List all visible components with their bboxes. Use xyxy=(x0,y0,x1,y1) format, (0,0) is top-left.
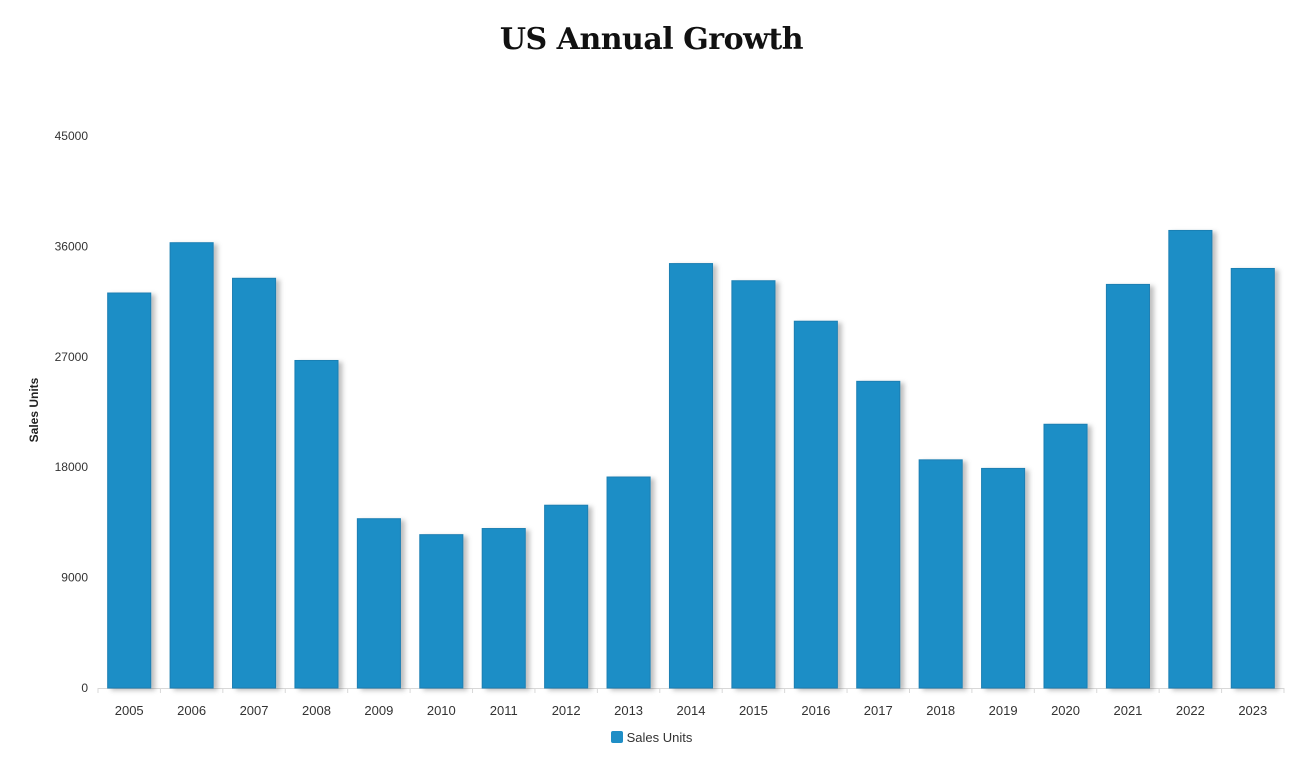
x-axis: 2005 2006 2007 2008 2009 2010 2011 2012 2013 2014… xyxy=(97,688,1285,718)
bar-2010[interactable] xyxy=(419,534,464,689)
bar-2021[interactable] xyxy=(1105,283,1150,689)
bar-2013[interactable] xyxy=(606,476,651,689)
bar-2011[interactable] xyxy=(481,528,526,689)
legend-label: Sales Units xyxy=(626,730,693,745)
bar-2007[interactable] xyxy=(232,277,277,689)
y-tick-label: 0 xyxy=(81,681,88,695)
x-tick-label: 2023 xyxy=(1238,703,1267,718)
x-tick-label: 2013 xyxy=(614,703,643,718)
bar-series xyxy=(107,229,1275,689)
chart-title: US Annual Growth xyxy=(499,22,804,57)
bar-2023[interactable] xyxy=(1230,267,1275,689)
bar-2018[interactable] xyxy=(918,459,963,689)
x-tick-label: 2010 xyxy=(427,703,456,718)
bar-2020[interactable] xyxy=(1043,423,1088,689)
y-axis-label: Sales Units xyxy=(27,377,41,442)
x-tick-label: 2006 xyxy=(177,703,206,718)
x-tick-label: 2011 xyxy=(490,703,518,718)
bar-2015[interactable] xyxy=(731,280,776,689)
y-tick-label: 36000 xyxy=(55,239,89,253)
y-tick-label: 18000 xyxy=(55,460,89,474)
bar-2019[interactable] xyxy=(981,467,1026,689)
bar-2016[interactable] xyxy=(793,320,838,689)
x-tick-label: 2014 xyxy=(677,703,706,718)
bar-2006[interactable] xyxy=(169,242,214,689)
bar-2014[interactable] xyxy=(668,263,714,689)
x-tick-label: 2007 xyxy=(240,703,269,718)
bar-2009[interactable] xyxy=(356,518,401,689)
y-axis: 0 9000 18000 27000 36000 45000 xyxy=(55,129,89,695)
y-tick-label: 45000 xyxy=(55,129,89,143)
x-tick-label: 2017 xyxy=(864,703,893,718)
y-tick-label: 9000 xyxy=(61,571,88,585)
x-tick-label: 2015 xyxy=(739,703,768,718)
x-tick-label: 2009 xyxy=(364,703,393,718)
legend-swatch xyxy=(610,731,623,743)
x-tick-label: 2019 xyxy=(989,703,1018,718)
y-tick-label: 27000 xyxy=(55,350,89,364)
x-tick-label: 2005 xyxy=(115,703,144,718)
bar-2008[interactable] xyxy=(294,359,339,689)
bar-2017[interactable] xyxy=(856,380,901,689)
x-tick-label: 2020 xyxy=(1051,703,1080,718)
bar-2022[interactable] xyxy=(1168,229,1213,689)
x-tick-label: 2012 xyxy=(552,703,581,718)
bar-2012[interactable] xyxy=(544,504,589,689)
x-tick-label: 2016 xyxy=(801,703,830,718)
x-tick-label: 2018 xyxy=(926,703,955,718)
x-tick-label: 2021 xyxy=(1113,703,1142,718)
x-tick-label: 2008 xyxy=(302,703,331,718)
bar-2005[interactable] xyxy=(107,292,152,689)
legend[interactable]: Sales Units xyxy=(0,730,1303,745)
x-tick-label: 2022 xyxy=(1176,703,1205,718)
